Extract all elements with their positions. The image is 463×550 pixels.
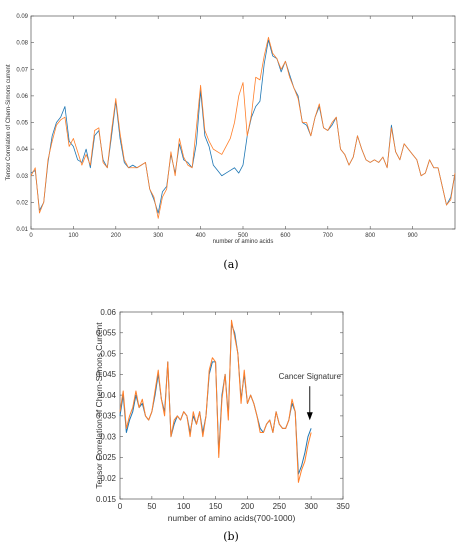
chart-b-y-axis-label: Tensor Correlation of Chern-Simons Curre…	[94, 322, 104, 489]
chart-b-series-line-2	[119, 319, 312, 483]
chart-b-ytick-label: 0.06	[100, 308, 116, 317]
chart-a-xtick-label: 800	[365, 233, 376, 239]
chart-b-xtick-label: 100	[177, 502, 191, 511]
chart-b-ytick-label: 0.035	[96, 412, 117, 421]
chart-b-ytick-label: 0.03	[100, 432, 116, 441]
chart-b-xtick-label: 250	[273, 502, 287, 511]
chart-b-xtick-label: 300	[304, 502, 318, 511]
chart-a-xtick-label: 600	[280, 233, 291, 239]
chart-a-ytick-label: 0.01	[16, 227, 28, 233]
chart-b-ytick-label: 0.02	[100, 474, 116, 483]
chart-b-ytick-label: 0.025	[96, 453, 117, 462]
chart-b-xtick-label: 200	[241, 502, 255, 511]
chart-b-annotation-arrow-head	[306, 412, 313, 421]
chart-b-ytick-label: 0.055	[96, 329, 117, 338]
chart-a-panel-label: (a)	[223, 258, 238, 271]
chart-a-xtick-label: 500	[238, 233, 249, 239]
chart-a-ytick-label: 0.07	[16, 67, 28, 73]
chart-a-xtick-label: 100	[68, 233, 79, 239]
chart-a-ytick-label: 0.08	[16, 41, 28, 47]
chart-a-xtick-label: 700	[323, 233, 334, 239]
chart-b-xtick-label: 350	[336, 502, 350, 511]
chart-a-plot-frame	[30, 15, 456, 230]
chart-b-xtick-label: 0	[118, 502, 123, 511]
chart-b-ytick-label: 0.045	[96, 370, 117, 379]
chart-a-xtick-label: 400	[196, 233, 207, 239]
chart-a-xtick-label: 300	[153, 233, 164, 239]
chart-b-ytick-label: 0.05	[100, 349, 116, 358]
chart-a-ytick-label: 0.03	[16, 174, 28, 180]
chart-a-y-axis-label: Tensor Correlation of Chern-Simons curre…	[6, 64, 12, 180]
chart-a-x-axis-label: number of amino acids	[213, 239, 274, 245]
chart-a-series-line-2	[30, 36, 456, 219]
chart-a-xtick-label: 900	[408, 233, 419, 239]
chart-b-xtick-label: 150	[209, 502, 223, 511]
chart-b-xtick-label: 50	[147, 502, 156, 511]
chart-b-ytick-label: 0.04	[100, 391, 116, 400]
chart-b-x-axis-label: number of amino acids(700-1000)	[168, 513, 296, 523]
chart-b-series-line-1	[119, 323, 312, 475]
chart-a-xtick-label: 0	[29, 233, 33, 239]
chart-a-series-line-1	[30, 39, 456, 214]
chart-a-ytick-label: 0.02	[16, 200, 28, 206]
chart-a-ytick-label: 0.04	[16, 147, 28, 153]
chart-b-panel-label: (b)	[223, 530, 239, 543]
chart-b-plot-frame	[119, 311, 344, 500]
chart-a-ytick-label: 0.09	[16, 14, 28, 20]
chart-b-ytick-label: 0.015	[96, 495, 117, 504]
chart-b-annotation-text: Cancer Signature	[279, 372, 342, 381]
chart-a-ytick-label: 0.05	[16, 121, 28, 127]
chart-a-xtick-label: 200	[111, 233, 122, 239]
chart-a-ytick-label: 0.06	[16, 94, 28, 100]
